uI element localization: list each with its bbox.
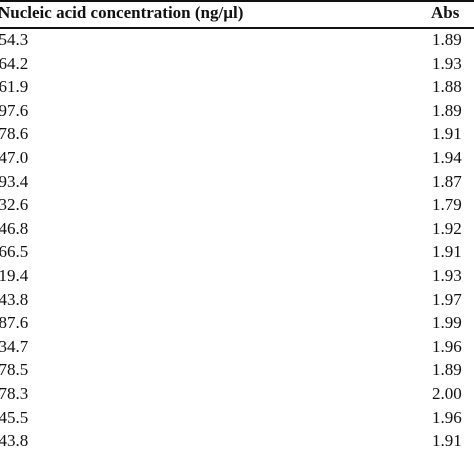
cell-concentration: 778.3 bbox=[0, 383, 29, 403]
cell-absorbance: 1.92 bbox=[432, 218, 462, 238]
table-row: 566.5 1.91 bbox=[0, 240, 474, 264]
cell-concentration: 587.6 bbox=[0, 313, 29, 333]
cell-concentration: 846.8 bbox=[0, 218, 29, 238]
cell-concentration: 893.4 bbox=[0, 171, 29, 191]
cell-absorbance: 1.91 bbox=[432, 431, 462, 451]
cell-concentration: 561.9 bbox=[0, 77, 29, 97]
cell-absorbance: 1.89 bbox=[432, 30, 462, 49]
cell-concentration: 597.6 bbox=[0, 100, 29, 120]
cell-absorbance: 1.89 bbox=[432, 360, 462, 380]
table-row: 778.3 2.00 bbox=[0, 382, 474, 406]
cell-absorbance: 1.93 bbox=[432, 53, 462, 73]
table-header-rule bbox=[0, 27, 474, 29]
cell-absorbance: 1.91 bbox=[432, 242, 462, 262]
cell-absorbance: 1.96 bbox=[432, 407, 462, 427]
table-row: 678.5 1.89 bbox=[0, 358, 474, 382]
cell-concentration: 654.3 bbox=[0, 30, 29, 49]
cell-concentration: 519.4 bbox=[0, 265, 29, 285]
table-row: 845.5 1.96 bbox=[0, 406, 474, 430]
cell-concentration: 834.7 bbox=[0, 336, 29, 356]
table-row: 643.8 1.97 bbox=[0, 288, 474, 312]
cell-absorbance: 1.96 bbox=[432, 336, 462, 356]
cell-absorbance: 1.94 bbox=[432, 147, 462, 167]
table-row: 578.6 1.91 bbox=[0, 122, 474, 146]
table-row: 654.3 1.89 bbox=[0, 28, 474, 52]
cell-concentration: 566.5 bbox=[0, 242, 29, 262]
cell-absorbance: 1.93 bbox=[432, 265, 462, 285]
cell-concentration: 643.8 bbox=[0, 289, 29, 309]
table-row: 587.6 1.99 bbox=[0, 311, 474, 335]
table-row: 647.0 1.94 bbox=[0, 146, 474, 170]
header-concentration: Nucleic acid concentration (ng/µl) bbox=[0, 3, 244, 22]
cell-concentration: 845.5 bbox=[0, 407, 29, 427]
cell-concentration: 647.0 bbox=[0, 147, 29, 167]
cell-concentration: 532.6 bbox=[0, 195, 29, 215]
cell-absorbance: 1.87 bbox=[432, 171, 462, 191]
table-top-rule bbox=[0, 0, 474, 2]
cell-absorbance: 1.89 bbox=[432, 100, 462, 120]
table-row: 561.9 1.88 bbox=[0, 75, 474, 99]
cell-absorbance: 2.00 bbox=[432, 383, 462, 403]
table-row: 532.6 1.79 bbox=[0, 193, 474, 217]
cell-absorbance: 1.99 bbox=[432, 313, 462, 333]
table-row: 764.2 1.93 bbox=[0, 52, 474, 76]
cell-absorbance: 1.88 bbox=[432, 77, 462, 97]
table-row: 443.8 1.91 bbox=[0, 429, 474, 453]
cell-concentration: 678.5 bbox=[0, 360, 29, 380]
header-absorbance: Abs bbox=[431, 3, 460, 22]
cell-absorbance: 1.91 bbox=[432, 124, 462, 144]
cell-concentration: 578.6 bbox=[0, 124, 29, 144]
table-row: 893.4 1.87 bbox=[0, 170, 474, 194]
cell-absorbance: 1.79 bbox=[432, 195, 462, 215]
cell-absorbance: 1.97 bbox=[432, 289, 462, 309]
table-body: 654.3 1.89 764.2 1.93 561.9 1.88 597.6 1… bbox=[0, 28, 474, 453]
table-row: 846.8 1.92 bbox=[0, 217, 474, 241]
cell-concentration: 764.2 bbox=[0, 53, 29, 73]
table-row: 597.6 1.89 bbox=[0, 99, 474, 123]
cell-concentration: 443.8 bbox=[0, 431, 29, 451]
table-row: 519.4 1.93 bbox=[0, 264, 474, 288]
table-row: 834.7 1.96 bbox=[0, 335, 474, 359]
